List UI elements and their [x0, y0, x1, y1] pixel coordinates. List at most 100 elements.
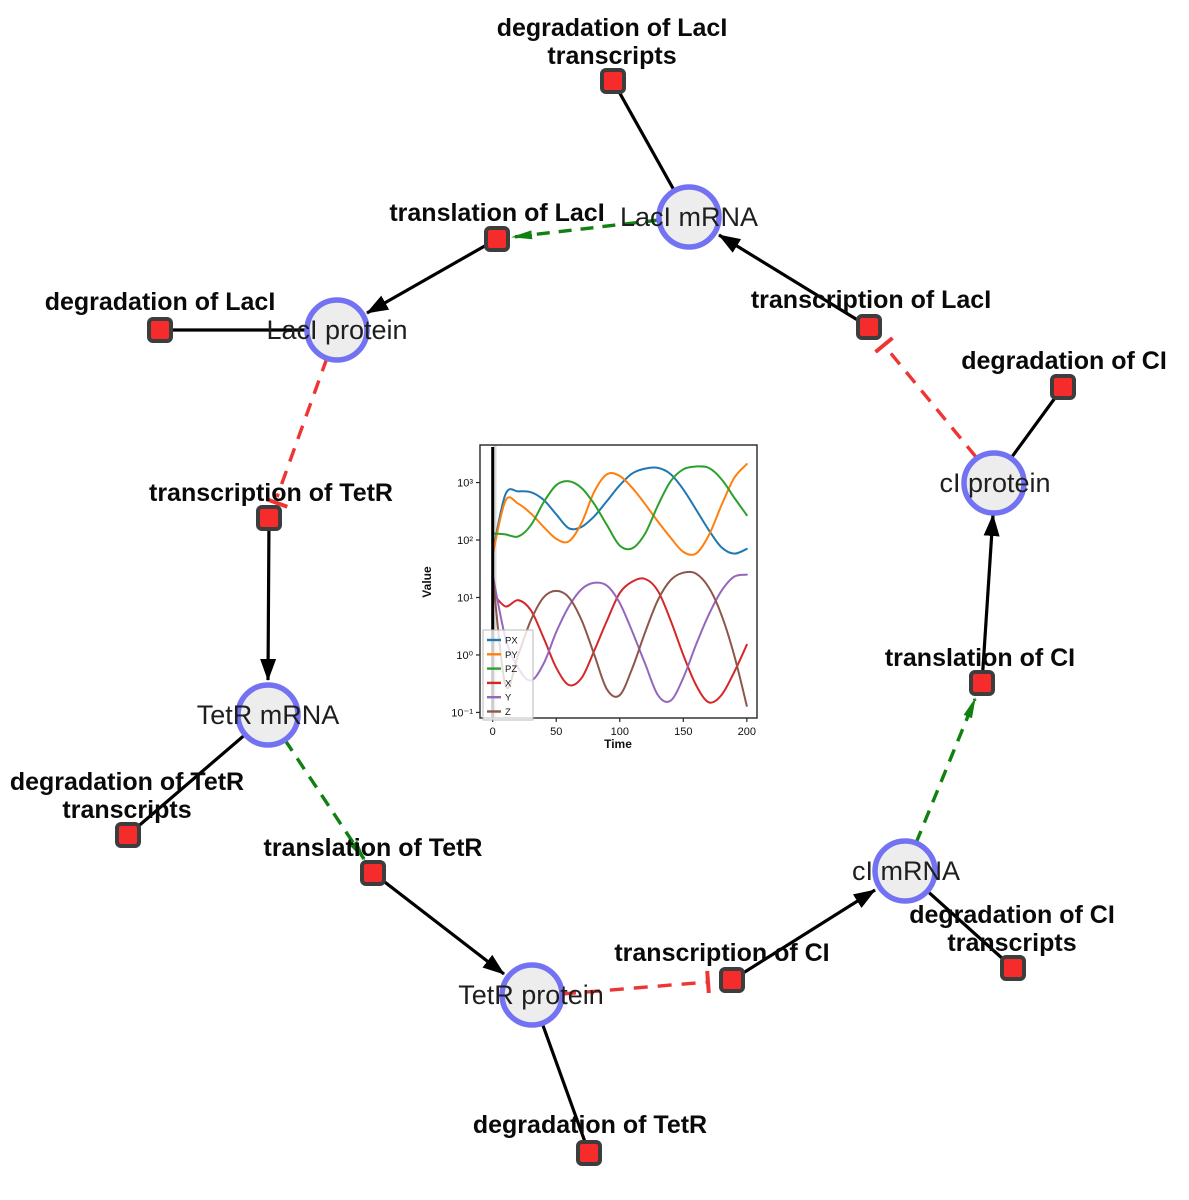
- legend-label-PY: PY: [505, 650, 518, 661]
- species-node-laci-protein[interactable]: LacI protein: [266, 297, 408, 363]
- series-line-X: [491, 577, 748, 704]
- y-tick-label: 10²: [457, 535, 473, 547]
- inset-chart: 0 50 100 150 200 10⁻¹ 10⁰ 10¹ 10² 10³ PX PY PZ XYZ: [451, 444, 758, 738]
- reaction-square[interactable]: [484, 226, 510, 252]
- reaction-node-transcription-tetr[interactable]: transcription of TetR: [149, 479, 393, 531]
- species-label: LacI protein: [266, 315, 407, 345]
- species-label: LacI mRNA: [620, 202, 758, 232]
- edge-translation-ci-to-ci-protein: [980, 514, 1000, 684]
- species-node-ci-mrna[interactable]: cI mRNA: [852, 838, 960, 904]
- reaction-label: transcription of CI: [614, 939, 829, 967]
- edge-translation-laci-to-laci-protein: [366, 237, 498, 315]
- x-tick-label: 0: [490, 726, 496, 738]
- inhibition-tee-transcription-tetr: [266, 497, 288, 509]
- edge-laci-protein-inhibits-transcription-tetr: [275, 357, 329, 498]
- series-line-Z: [491, 570, 748, 707]
- reaction-node-degradation-tetr-transcripts[interactable]: degradation of TetR transcripts: [10, 768, 244, 848]
- reaction-node-translation-laci[interactable]: translation of LacI: [389, 199, 605, 252]
- species-node-laci-mrna[interactable]: LacI mRNA: [620, 184, 758, 250]
- reaction-node-transcription-ci[interactable]: transcription of CI: [614, 939, 830, 993]
- chart-legend: [482, 629, 534, 721]
- inhibition-tee-transcription-laci: [874, 336, 894, 354]
- species-circle[interactable]: [872, 838, 938, 904]
- species-circle[interactable]: [656, 184, 722, 250]
- reaction-square[interactable]: [969, 670, 995, 696]
- reaction-square[interactable]: [719, 967, 745, 993]
- reaction-label: degradation of TetR: [10, 768, 244, 796]
- species-label: TetR protein: [458, 980, 604, 1010]
- reaction-node-translation-tetr[interactable]: translation of TetR: [264, 834, 483, 886]
- reaction-label: transcripts: [547, 42, 676, 70]
- x-axis-label: Time: [604, 737, 632, 751]
- reaction-square[interactable]: [147, 317, 173, 343]
- reaction-square[interactable]: [256, 505, 282, 531]
- reaction-node-transcription-laci[interactable]: transcription of LacI: [751, 286, 991, 340]
- reaction-label: translation of LacI: [389, 199, 604, 227]
- reaction-label: transcripts: [62, 796, 191, 824]
- edge-transcription-ci-to-ci-mrna: [731, 888, 876, 982]
- x-tick-label: 200: [738, 726, 756, 738]
- species-circle[interactable]: [499, 962, 565, 1028]
- reaction-label: translation of CI: [885, 644, 1075, 672]
- reaction-node-degradation-laci-transcripts[interactable]: degradation of LacI transcripts: [497, 14, 728, 94]
- reaction-label: degradation of TetR: [473, 1111, 707, 1139]
- x-tick-label: 100: [611, 726, 629, 738]
- species-node-tetr-mrna[interactable]: TetR mRNA: [197, 682, 340, 748]
- reaction-square[interactable]: [600, 68, 626, 94]
- series-line-PY: [491, 463, 748, 557]
- species-label: cI protein: [939, 468, 1050, 498]
- chart-frame: [479, 444, 758, 719]
- x-tick-label: 150: [674, 726, 692, 738]
- edge-tetr-mrna-modifies-translation-tetr: [283, 739, 366, 861]
- series-line-PZ: [491, 465, 748, 551]
- reaction-square[interactable]: [1000, 955, 1026, 981]
- reaction-label: transcription of TetR: [149, 479, 393, 507]
- edge-laci-mrna-modifies-translation-laci: [511, 218, 660, 240]
- y-tick-label: 10¹: [457, 592, 473, 604]
- reaction-node-degradation-ci-transcripts[interactable]: degradation of CI transcripts: [909, 901, 1115, 981]
- inhibition-tee-transcription-ci: [705, 970, 711, 994]
- species-circle[interactable]: [961, 450, 1027, 516]
- legend-label-PX: PX: [505, 636, 518, 647]
- reaction-label: translation of TetR: [264, 834, 483, 862]
- edge-transcription-tetr-to-tetr-mrna: [260, 517, 277, 681]
- reaction-square[interactable]: [576, 1140, 602, 1166]
- legend-label-PZ: PZ: [505, 664, 517, 675]
- reaction-node-degradation-laci[interactable]: degradation of LacI: [45, 288, 276, 343]
- edge-translation-tetr-to-tetr-protein: [372, 871, 505, 976]
- reaction-square[interactable]: [1050, 374, 1076, 400]
- edge-tetr-protein-inhibits-transcription-ci: [561, 980, 709, 996]
- y-axis-label: Value: [420, 566, 434, 598]
- reaction-label: degradation of LacI: [45, 288, 276, 316]
- reaction-label: transcripts: [947, 929, 1076, 957]
- y-tick-label: 10⁰: [456, 650, 473, 662]
- series-line-PX: [491, 466, 748, 555]
- legend-label-X: X: [505, 678, 512, 689]
- legend-label-Y: Y: [505, 693, 512, 704]
- y-tick-label: 10³: [457, 478, 473, 490]
- species-circle[interactable]: [304, 297, 370, 363]
- species-circle[interactable]: [235, 682, 301, 748]
- edge-ci-mrna-modifies-translation-ci: [914, 697, 977, 844]
- reaction-label: degradation of CI: [909, 901, 1115, 929]
- legend-label-Z: Z: [505, 707, 511, 718]
- species-node-tetr-protein[interactable]: TetR protein: [458, 962, 604, 1028]
- reaction-square[interactable]: [115, 822, 141, 848]
- edge-ci-protein-inhibits-transcription-laci: [882, 343, 978, 459]
- reaction-node-translation-ci[interactable]: translation of CI: [885, 644, 1075, 696]
- reaction-label: transcription of LacI: [751, 286, 991, 314]
- y-tick-label: 10⁻¹: [451, 707, 473, 719]
- species-label: cI mRNA: [852, 856, 960, 886]
- reaction-node-degradation-tetr[interactable]: degradation of TetR: [473, 1111, 707, 1166]
- edge-transcription-laci-to-laci-mrna: [718, 233, 870, 329]
- species-label: TetR mRNA: [197, 700, 340, 730]
- reaction-node-degradation-ci[interactable]: degradation of CI: [961, 347, 1167, 400]
- reaction-square[interactable]: [856, 314, 882, 340]
- species-node-ci-protein[interactable]: cI protein: [939, 450, 1051, 516]
- reaction-label: degradation of CI: [961, 347, 1167, 375]
- x-tick-label: 50: [550, 726, 562, 738]
- reaction-square[interactable]: [360, 860, 386, 886]
- reaction-label: degradation of LacI: [497, 14, 728, 42]
